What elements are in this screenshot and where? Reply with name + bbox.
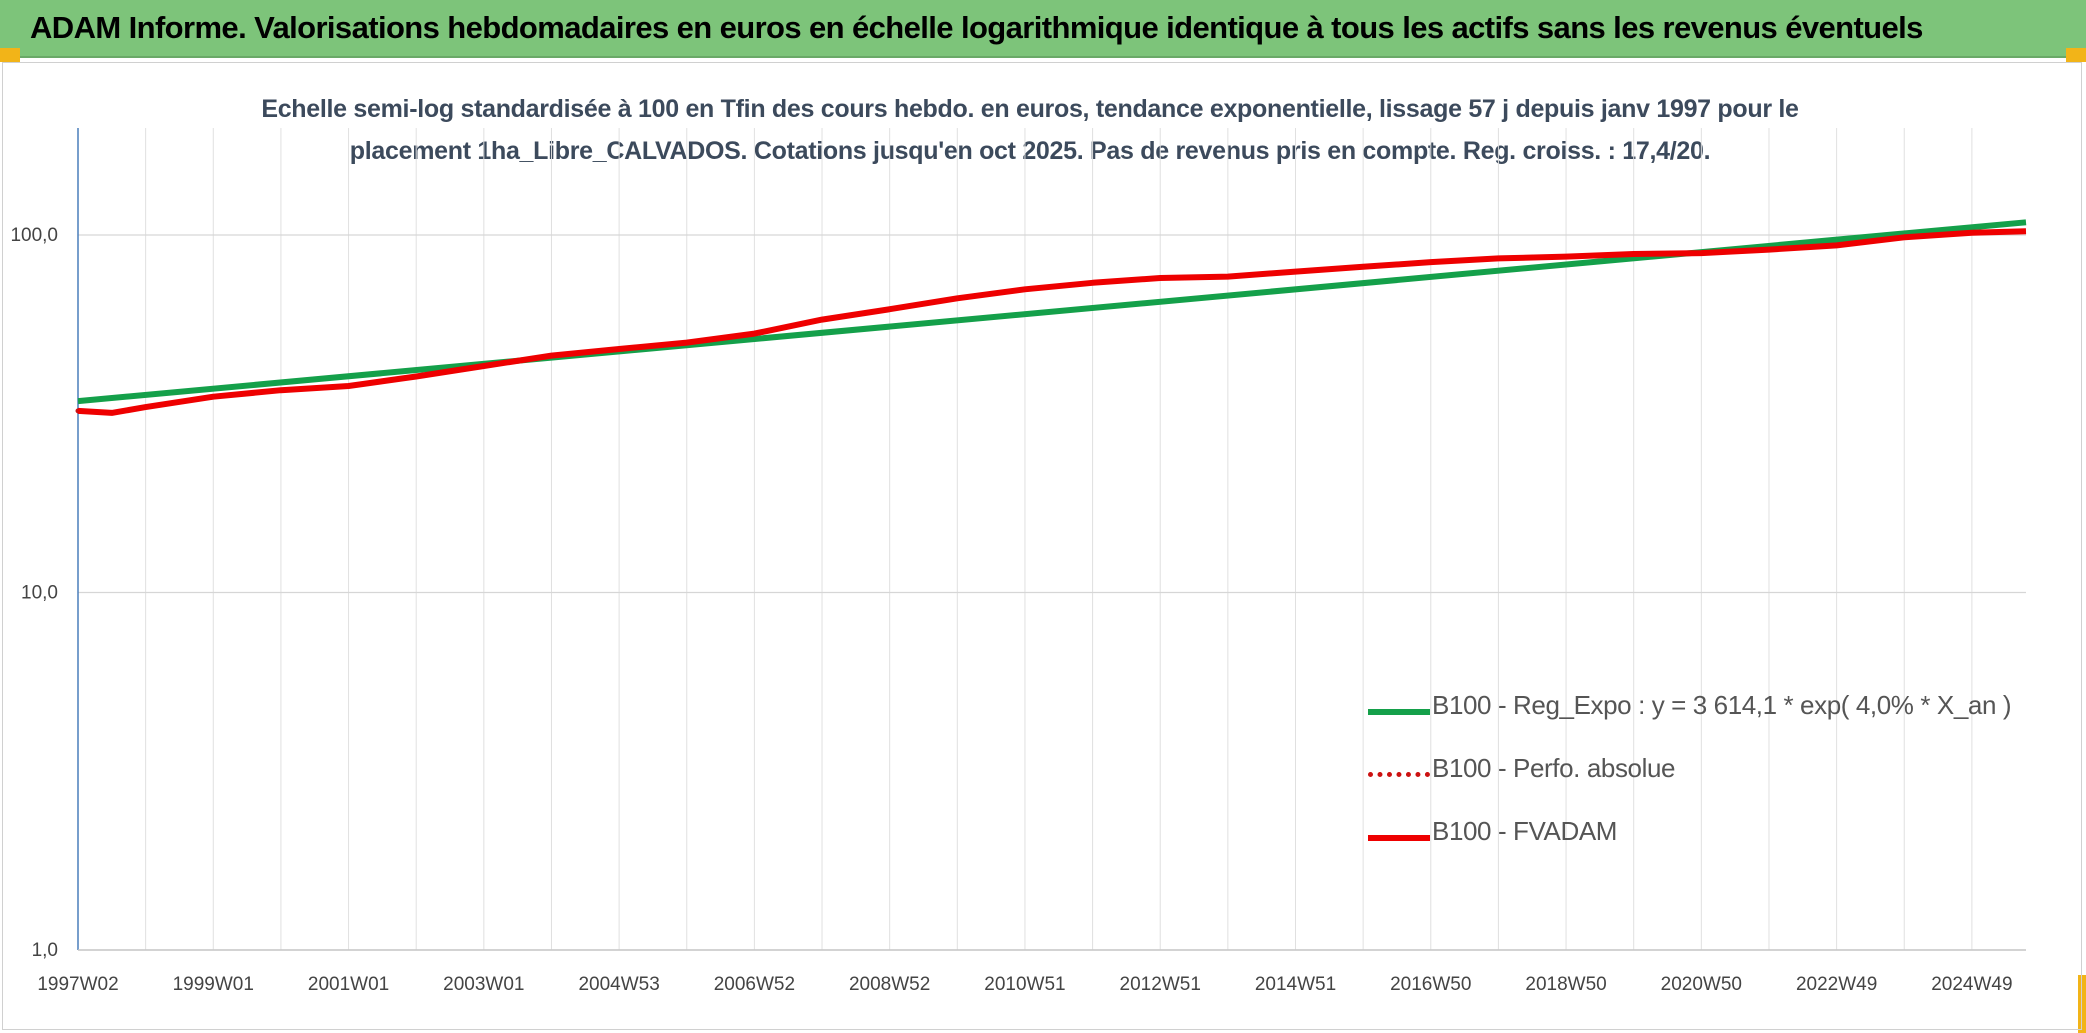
- x-tick-label: 1999W01: [173, 974, 254, 995]
- x-tick-label: 2018W50: [1525, 974, 1606, 995]
- x-tick-label: 2008W52: [849, 974, 930, 995]
- legend-label-perfo-absolue: B100 - Perfo. absolue: [1432, 753, 1676, 783]
- x-tick-label: 2010W51: [984, 974, 1065, 995]
- chart-title-line-2: placement 1ha_Libre_CALVADOS. Cotations …: [349, 137, 1711, 165]
- x-tick-label: 2004W53: [578, 974, 659, 995]
- corner-accent-left: [0, 48, 20, 62]
- x-tick-label: 2001W01: [308, 974, 389, 995]
- x-tick-label: 2016W50: [1390, 974, 1471, 995]
- corner-accent-bottom-right: [2078, 975, 2086, 1033]
- x-tick-label: 2003W01: [443, 974, 524, 995]
- y-tick-label: 10,0: [21, 583, 58, 604]
- legend-label-reg-expo: B100 - Reg_Expo : y = 3 614,1 * exp( 4,0…: [1432, 690, 2012, 720]
- x-tick-label: 2020W50: [1661, 974, 1742, 995]
- chart-frame: [2, 62, 2082, 1030]
- corner-accent-right: [2066, 48, 2086, 62]
- x-tick-label: 2014W51: [1255, 974, 1336, 995]
- legend-swatch-fvadam: [1368, 835, 1430, 841]
- axis-layer: [77, 128, 2026, 951]
- x-tick-label: 2022W49: [1796, 974, 1877, 995]
- x-tick-label: 2024W49: [1931, 974, 2012, 995]
- top-banner: ADAM Informe. Valorisations hebdomadaire…: [0, 0, 2086, 58]
- x-tick-label: 1997W02: [37, 974, 118, 995]
- series-fvadam-line: [77, 228, 2027, 416]
- y-tick-label: 1,0: [32, 940, 58, 961]
- label-layer: 1,0 10,0 100,0 1997W02 1999W01 2001W01 2003W01…: [10, 225, 2012, 995]
- chart-title: Echelle semi-log standardisée à 100 en T…: [180, 88, 1880, 172]
- x-tick-label: 2012W51: [1120, 974, 1201, 995]
- legend-swatch-reg-expo: [1368, 709, 1430, 715]
- legend-swatch-perfo-absolue: [1368, 772, 1430, 777]
- legend-label-fvadam: B100 - FVADAM: [1432, 816, 1618, 846]
- chart-title-line-1: Echelle semi-log standardisée à 100 en T…: [261, 95, 1799, 123]
- grid-layer: [78, 128, 2026, 951]
- series-layer: [75, 219, 2029, 416]
- y-tick-label: 100,0: [10, 225, 58, 246]
- banner-title: ADAM Informe. Valorisations hebdomadaire…: [30, 10, 1923, 45]
- x-tick-label: 2006W52: [714, 974, 795, 995]
